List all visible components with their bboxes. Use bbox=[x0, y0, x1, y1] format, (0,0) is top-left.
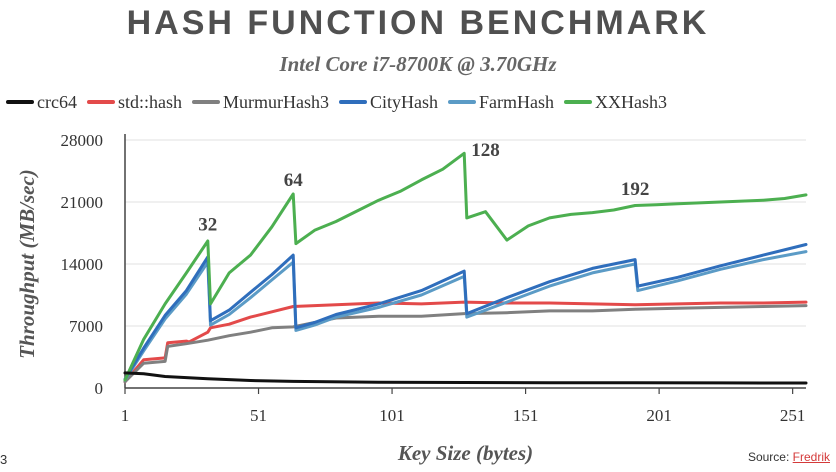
legend-swatch bbox=[564, 100, 593, 104]
legend-item: FarmHash bbox=[448, 92, 554, 113]
x-axis-label: Key Size (bytes) bbox=[397, 441, 533, 465]
chart-subtitle: Intel Core i7-8700K @ 3.70GHz bbox=[279, 52, 557, 76]
x-tick-label: 251 bbox=[780, 406, 806, 425]
legend-label: FarmHash bbox=[479, 91, 555, 112]
legend-item: std::hash bbox=[86, 91, 182, 113]
legend-item: CityHash bbox=[339, 92, 438, 113]
legend-item: crc64 bbox=[6, 92, 77, 113]
annotation-label: 128 bbox=[471, 140, 500, 161]
legend-label: crc64 bbox=[37, 91, 77, 112]
legend-item: XXHash3 bbox=[564, 92, 667, 113]
legend-swatch bbox=[86, 100, 115, 104]
x-tick-label: 201 bbox=[646, 406, 672, 425]
legend-swatch bbox=[192, 100, 220, 104]
y-tick-label: 28000 bbox=[61, 131, 104, 150]
source-link[interactable]: Fredrik bbox=[792, 450, 830, 464]
x-tick-label: 151 bbox=[513, 406, 539, 425]
annotation-label: 192 bbox=[621, 179, 650, 200]
x-tick-label: 101 bbox=[379, 406, 405, 425]
chart-title: HASH FUNCTION BENCHMARK bbox=[126, 4, 710, 42]
series-line-xxhash3 bbox=[123, 151, 808, 382]
legend-label: std::hash bbox=[117, 91, 182, 112]
y-tick-label: 0 bbox=[95, 379, 104, 398]
legend-label: XXHash3 bbox=[595, 91, 668, 112]
source-credit: Source: Fredrik bbox=[748, 450, 830, 464]
legend-swatch bbox=[6, 100, 34, 104]
legend-item: MurmurHash3 bbox=[192, 92, 329, 113]
annotation-label: 32 bbox=[198, 214, 217, 235]
legend-label: CityHash bbox=[370, 91, 439, 112]
legend-label: MurmurHash3 bbox=[223, 91, 329, 112]
legend-swatch bbox=[448, 100, 477, 104]
x-tick-label: 1 bbox=[121, 406, 130, 425]
annotation-label: 64 bbox=[284, 170, 304, 191]
y-tick-label: 21000 bbox=[61, 193, 104, 212]
chart-legend: crc64 std::hash MurmurHash3 CityHash FarmHas… bbox=[6, 90, 677, 114]
source-label: Source: bbox=[747, 450, 793, 464]
x-tick-label: 51 bbox=[250, 406, 267, 425]
series-line-crc64 bbox=[123, 371, 808, 385]
series-line-std-hash bbox=[123, 300, 808, 384]
series-line-cityhash bbox=[123, 243, 808, 381]
series-line-farmhash bbox=[123, 250, 808, 382]
page-number: 3 bbox=[0, 452, 8, 467]
series-line-murmurhash3 bbox=[123, 304, 808, 384]
legend-swatch bbox=[339, 100, 367, 104]
y-axis-label: Throughput (MB/sec) bbox=[15, 169, 39, 359]
y-tick-label: 7000 bbox=[69, 317, 103, 336]
y-tick-label: 14000 bbox=[61, 255, 104, 274]
